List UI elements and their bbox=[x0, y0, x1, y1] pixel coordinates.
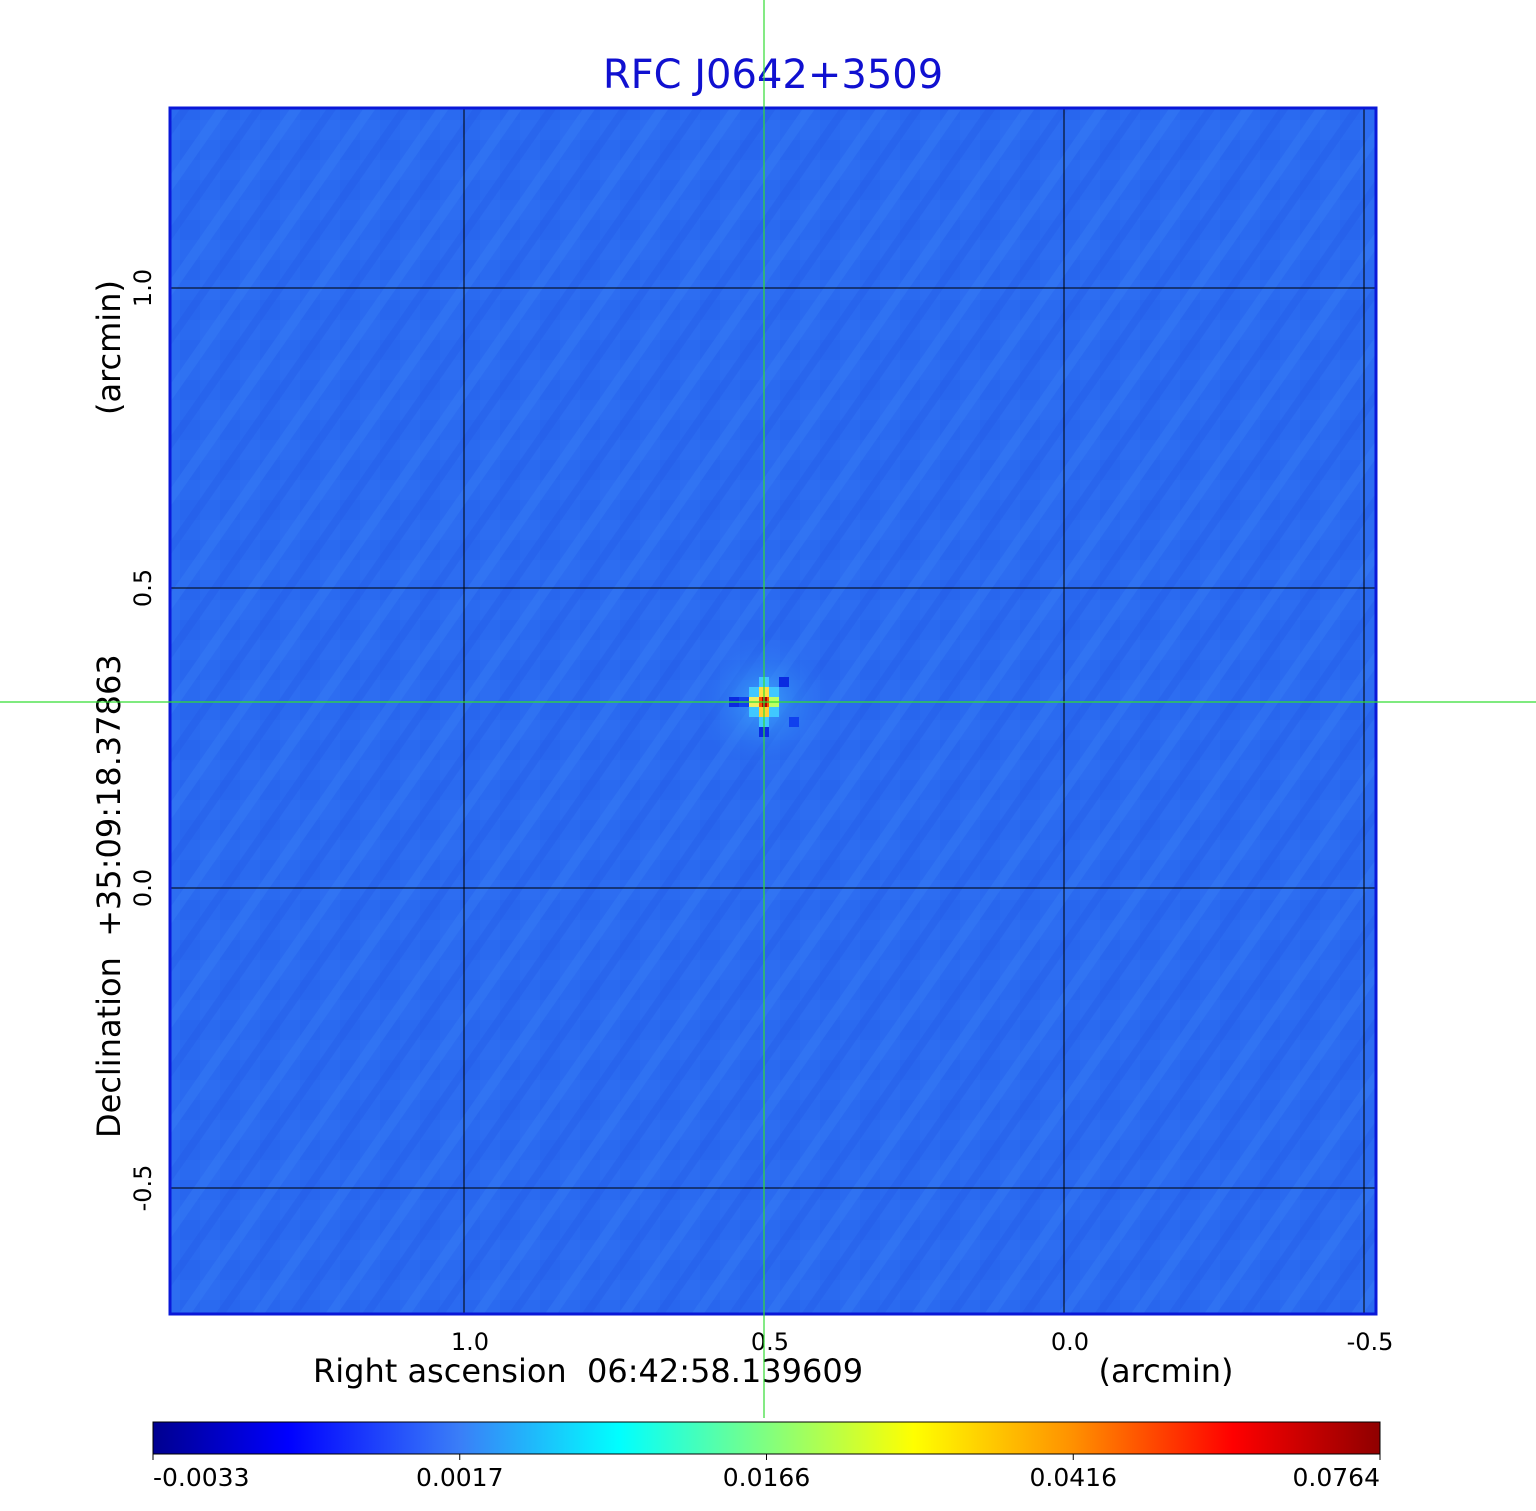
source-pixel bbox=[769, 707, 779, 717]
source-pixel bbox=[769, 687, 779, 697]
x-axis-unit: (arcmin) bbox=[1099, 1352, 1234, 1390]
x-tick-label: 0.5 bbox=[751, 1328, 789, 1356]
source-pixel bbox=[749, 707, 759, 717]
x-tick-labels: 1.0 0.5 0.0 -0.5 bbox=[451, 1328, 1394, 1356]
y-tick-label: -0.5 bbox=[129, 1165, 157, 1212]
y-tick-label: 0.5 bbox=[129, 569, 157, 607]
source-pixel bbox=[749, 687, 759, 697]
crosshair bbox=[0, 0, 1536, 1418]
colorbar-tick-label: -0.0033 bbox=[153, 1463, 250, 1492]
source-pixel bbox=[779, 677, 789, 687]
colorbar: -0.0033 0.0017 0.0166 0.0416 0.0764 bbox=[152, 1421, 1381, 1492]
colorbar-tick-label: 0.0764 bbox=[1293, 1463, 1380, 1492]
y-tick-label: 1.0 bbox=[129, 269, 157, 307]
chart-title: RFC J0642+3509 bbox=[603, 52, 943, 98]
x-axis-label: Right ascension 06:42:58.139609 bbox=[313, 1352, 863, 1390]
plot-area bbox=[168, 106, 1378, 1316]
x-tick-label: 1.0 bbox=[451, 1328, 489, 1356]
colorbar-tick-labels: -0.0033 0.0017 0.0166 0.0416 0.0764 bbox=[152, 1454, 1381, 1492]
x-tick-label: 0.0 bbox=[1051, 1328, 1089, 1356]
colorbar-tick-label: 0.0416 bbox=[1030, 1463, 1117, 1492]
colorbar-tick-label: 0.0166 bbox=[723, 1463, 810, 1492]
y-axis-unit: (arcmin) bbox=[90, 280, 128, 415]
plot-frame bbox=[168, 106, 1378, 1316]
y-tick-labels: 1.0 0.5 0.0 -0.5 bbox=[129, 269, 157, 1212]
x-tick-label: -0.5 bbox=[1347, 1328, 1394, 1356]
colorbar-tick-label: 0.0017 bbox=[416, 1463, 503, 1492]
source-pixel bbox=[789, 717, 799, 727]
colorbar-gradient bbox=[152, 1421, 1381, 1455]
y-tick-label: 0.0 bbox=[129, 869, 157, 907]
y-axis-label: Declination +35:09:18.37863 bbox=[90, 654, 128, 1138]
